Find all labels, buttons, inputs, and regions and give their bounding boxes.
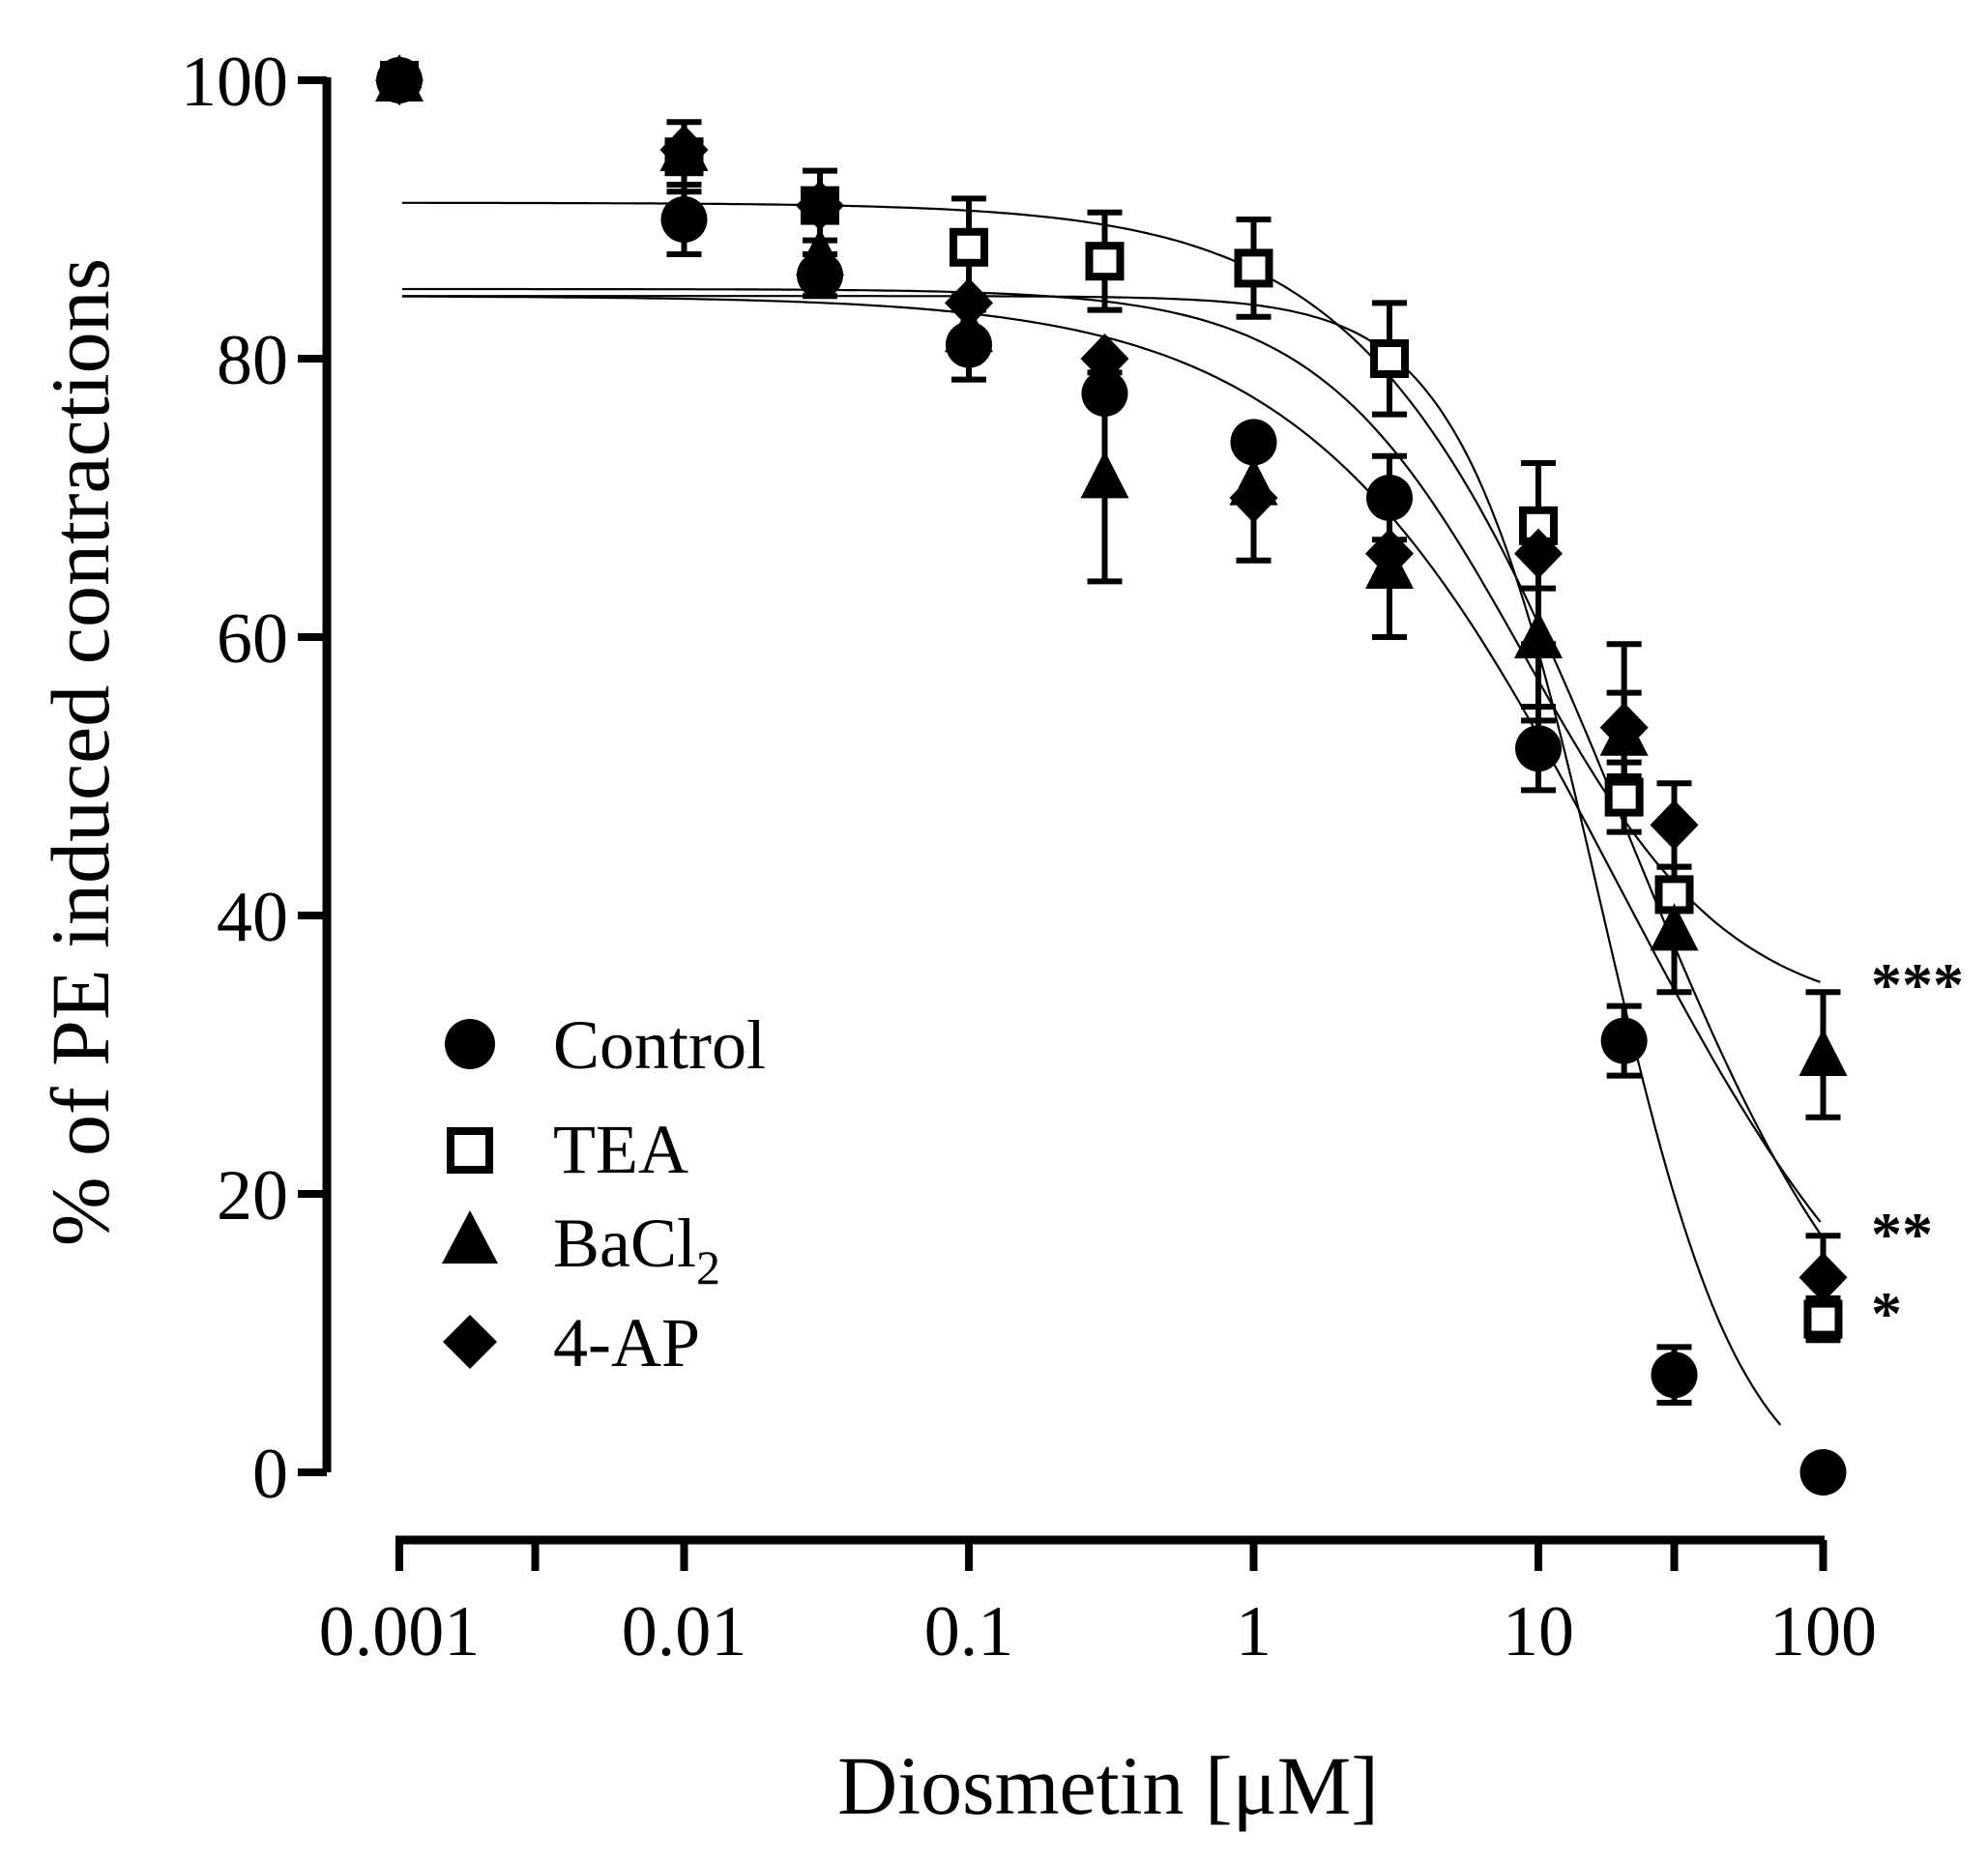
data-point-4ap bbox=[375, 55, 424, 105]
data-point-bacl2 bbox=[1080, 450, 1129, 499]
data-point-bacl2 bbox=[945, 305, 993, 353]
y-tick-label: 80 bbox=[217, 321, 288, 400]
data-point-tea bbox=[1604, 777, 1644, 817]
data-point-control bbox=[1651, 1351, 1698, 1399]
significance-single-star: * bbox=[1871, 1279, 1902, 1348]
data-point-4ap bbox=[1650, 799, 1699, 851]
data-point-bacl2 bbox=[1514, 611, 1563, 658]
data-point-tea bbox=[1803, 1299, 1843, 1339]
data-point-4ap bbox=[1365, 528, 1415, 579]
significance-triple-star: *** bbox=[1871, 950, 1964, 1019]
x-tick-label: 1 bbox=[1236, 1592, 1272, 1671]
data-point-control bbox=[1600, 1017, 1648, 1064]
data-point-tea bbox=[1370, 339, 1410, 378]
x-tick-label: 0.001 bbox=[319, 1592, 481, 1671]
data-point-control bbox=[1230, 419, 1277, 466]
y-tick-label: 100 bbox=[181, 43, 288, 122]
legend-marker-bacl2 bbox=[442, 1210, 498, 1264]
y-axis-ticks: 0 20 40 60 80 100 bbox=[181, 43, 327, 1514]
x-tick-label: 10 bbox=[1503, 1592, 1574, 1671]
legend-label-control: Control bbox=[553, 1006, 766, 1084]
fit-curve-control bbox=[401, 295, 1782, 1426]
error-bars bbox=[666, 119, 1841, 1406]
y-tick-label: 60 bbox=[217, 599, 288, 679]
x-axis-title: Diosmetin [μM] bbox=[837, 1739, 1379, 1832]
data-point-4ap bbox=[796, 180, 845, 231]
legend-label-4ap: 4-AP bbox=[553, 1304, 700, 1381]
data-point-4ap bbox=[945, 277, 993, 329]
y-tick-label: 0 bbox=[252, 1435, 288, 1514]
y-tick-label: 40 bbox=[217, 878, 288, 957]
x-tick-label: 0.1 bbox=[924, 1592, 1014, 1671]
data-point-4ap bbox=[1080, 334, 1129, 384]
legend-marker-tea bbox=[447, 1127, 493, 1174]
x-tick-label: 100 bbox=[1769, 1592, 1877, 1671]
data-point-tea bbox=[1085, 242, 1125, 281]
data-point-bacl2 bbox=[796, 228, 845, 276]
fit-curve-4ap bbox=[401, 295, 1822, 1223]
legend-label-bacl2-subscript: 2 bbox=[696, 1240, 720, 1294]
legend-label-tea: TEA bbox=[553, 1111, 688, 1188]
x-axis-ticks: 0.001 0.01 0.1 1 10 100 bbox=[319, 1540, 1877, 1671]
y-axis-title: % of PE induced contractions bbox=[34, 258, 127, 1246]
legend: Control TEA BaCl2 4-AP bbox=[442, 1006, 766, 1381]
data-point-tea bbox=[950, 227, 988, 267]
data-point-4ap bbox=[1229, 473, 1278, 523]
legend-label-bacl2-main: BaCl bbox=[553, 1205, 696, 1282]
data-point-control bbox=[1515, 725, 1562, 772]
fit-curves bbox=[401, 201, 1822, 1426]
data-point-tea bbox=[1234, 248, 1273, 288]
fit-curve-tea bbox=[401, 201, 1822, 1235]
data-point-bacl2 bbox=[1798, 1029, 1848, 1076]
data-point-control bbox=[660, 196, 708, 243]
y-tick-label: 20 bbox=[217, 1156, 288, 1235]
legend-marker-4ap bbox=[443, 1315, 497, 1369]
legend-marker-control bbox=[445, 1019, 495, 1069]
data-point-4ap bbox=[1599, 702, 1649, 753]
fit-curve-bacl2 bbox=[401, 287, 1821, 983]
x-tick-label: 0.01 bbox=[622, 1592, 747, 1671]
data-markers bbox=[375, 54, 1848, 1496]
data-point-control bbox=[1081, 370, 1128, 417]
legend-label-bacl2: BaCl2 bbox=[553, 1205, 720, 1294]
data-point-control bbox=[1366, 475, 1414, 521]
significance-double-star: ** bbox=[1871, 1200, 1933, 1268]
data-point-control bbox=[1799, 1449, 1847, 1496]
data-point-4ap bbox=[1798, 1252, 1848, 1303]
data-point-4ap bbox=[1514, 528, 1563, 579]
data-point-4ap bbox=[659, 125, 709, 175]
data-point-bacl2 bbox=[1650, 903, 1699, 951]
